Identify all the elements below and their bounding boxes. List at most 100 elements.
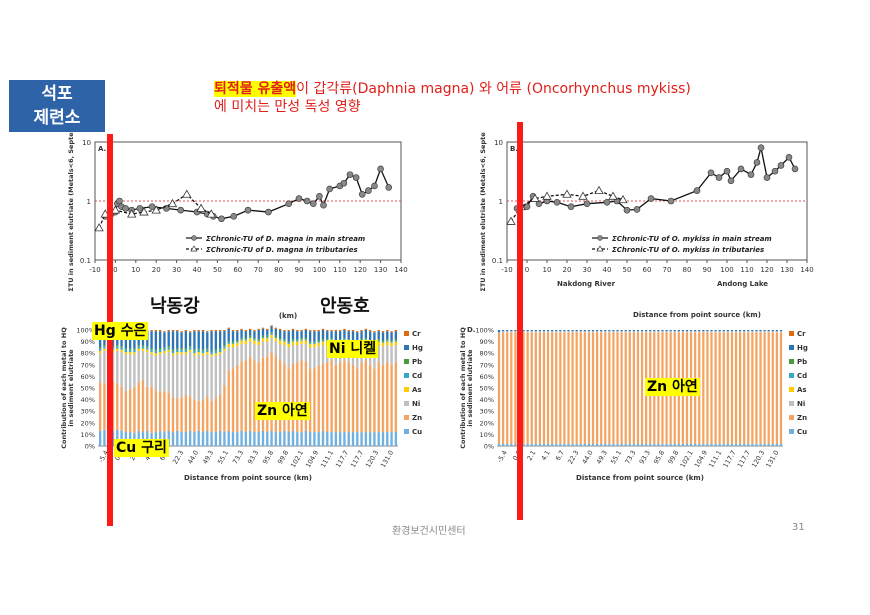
bar-segment-cd	[227, 342, 230, 344]
bar-segment-ni	[685, 331, 689, 333]
bar-segment-cd	[223, 346, 226, 349]
bar-segment-zn	[128, 389, 132, 433]
bar-segment-pb	[360, 339, 363, 341]
bar-segment-cd	[270, 333, 273, 335]
bar-segment-pb	[103, 345, 106, 347]
y-tick-label: 10%	[81, 431, 95, 439]
bar-segment-zn	[759, 332, 762, 444]
data-point-triangle	[608, 191, 618, 200]
bar-segment-ni	[559, 331, 562, 333]
zn-label-c: Zn 아연	[255, 402, 310, 420]
bar-segment-hg	[759, 330, 762, 332]
bar-segment-cu	[373, 432, 376, 446]
x-tick-label: 30	[172, 266, 181, 274]
bar-segment-cd	[377, 340, 380, 342]
data-point-circle	[693, 187, 701, 194]
slide-headline: 퇴적물 유출액이 갑각류(Daphnia magna) 와 어류 (Oncorh…	[214, 80, 691, 116]
data-point-circle	[623, 206, 631, 214]
bar-segment-as	[124, 352, 128, 355]
bar-segment-cu	[218, 430, 222, 446]
bar-segment-ni	[775, 331, 778, 333]
bar-segment-cu	[120, 430, 123, 446]
bar-segment-ni	[628, 331, 631, 333]
legend-swatch	[789, 401, 794, 406]
x-tick-label: 117.7	[349, 449, 365, 469]
bar-segment-ni	[706, 331, 709, 333]
x-tick-label: 60	[233, 266, 242, 274]
bar-segment-zn	[283, 363, 286, 431]
bar-segment-ni	[689, 331, 693, 333]
bar-segment-ni	[747, 331, 750, 333]
y-tick-label: 0%	[484, 443, 494, 451]
bar-segment-hg	[167, 331, 170, 347]
bar-segment-ni	[743, 331, 746, 333]
bar-segment-cu	[360, 432, 363, 446]
bar-segment-zn	[103, 383, 106, 430]
x-tick-label: 80	[274, 266, 283, 274]
bar-segment-pb	[321, 339, 325, 341]
data-point-triangle	[182, 189, 192, 198]
bar-segment-ni	[665, 331, 668, 333]
bar-segment-hg	[231, 331, 235, 342]
panel-label: A.	[98, 145, 106, 153]
bar-segment-pb	[214, 349, 218, 351]
bar-segment-hg	[338, 331, 342, 340]
bar-segment-ni	[612, 331, 615, 333]
bar-segment-cu	[542, 443, 546, 446]
bar-segment-hg	[244, 331, 248, 339]
bar-segment-zn	[257, 362, 260, 433]
bar-segment-cu	[116, 429, 119, 446]
bar-segment-hg	[587, 330, 591, 332]
data-point-circle	[723, 167, 731, 175]
bar-segment-cu	[722, 443, 725, 446]
data-point-triangle	[562, 189, 572, 198]
bar-segment-zn	[604, 332, 607, 444]
bar-segment-pb	[227, 341, 230, 343]
bar-segment-ni	[287, 347, 290, 369]
bar-segment-cu	[551, 443, 554, 446]
bar-segment-cd	[236, 341, 239, 343]
bar-segment-cd	[124, 349, 128, 353]
bar-segment-hg	[743, 330, 746, 332]
bar-segment-hg	[632, 330, 635, 332]
bar-segment-cr	[351, 330, 355, 332]
bar-segment-as	[287, 343, 290, 348]
x-tick-label: 117.7	[736, 449, 752, 469]
bar-segment-hg	[710, 330, 713, 332]
y-tick-label: 50%	[81, 385, 95, 393]
bar-segment-cu	[510, 443, 513, 446]
bar-segment-zn	[726, 332, 729, 444]
bar-segment-zn	[308, 368, 312, 433]
x-tick-label: 120.3	[364, 449, 380, 469]
bar-segment-cd	[171, 350, 175, 354]
bar-segment-ni	[201, 355, 205, 400]
bar-segment-hg	[685, 330, 689, 332]
bar-segment-pb	[244, 338, 248, 340]
legend-label: As	[412, 386, 422, 394]
bar-segment-as	[146, 349, 149, 353]
bar-segment-pb	[150, 348, 153, 350]
bar-segment-zn	[722, 332, 725, 444]
bar-segment-cu	[497, 443, 501, 446]
data-point-circle	[320, 201, 327, 209]
bar-segment-pb	[206, 348, 209, 350]
bar-segment-as	[214, 353, 218, 356]
bar-segment-pb	[184, 348, 188, 350]
x-tick-label: 120	[760, 266, 773, 274]
bar-segment-cu	[206, 430, 209, 446]
bar-segment-cu	[171, 432, 175, 446]
bar-segment-pb	[253, 338, 256, 340]
data-point-triangle	[110, 205, 121, 214]
x-tick-label: 20	[152, 266, 161, 274]
bar-segment-cu	[270, 430, 273, 446]
x-tick-label: 73.3	[623, 449, 637, 466]
y-axis-label: ΣTU in sediment elutriate (Metals<6, Sep…	[67, 132, 75, 292]
bar-segment-cu	[620, 443, 623, 446]
bar-segment-hg	[591, 330, 595, 332]
bar-segment-cd	[390, 341, 393, 343]
bar-segment-ni	[567, 331, 570, 333]
bar-segment-cr	[278, 328, 282, 330]
bar-segment-ni	[730, 331, 734, 333]
bar-segment-cd	[283, 340, 286, 342]
x-tick-label: 130	[374, 266, 387, 274]
